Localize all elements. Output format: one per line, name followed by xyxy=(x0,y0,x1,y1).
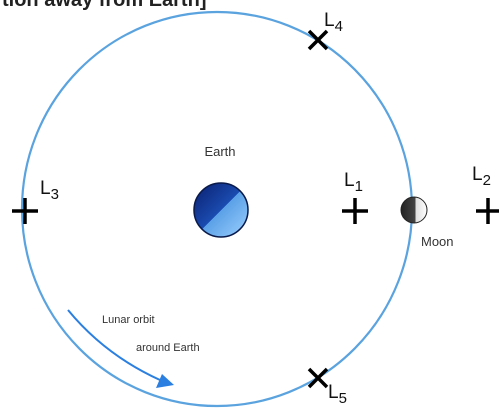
l1-marker xyxy=(342,198,368,224)
moon-label: Moon xyxy=(421,234,454,249)
arrowhead xyxy=(156,374,174,388)
l5-label: L5 xyxy=(328,382,347,407)
l3-marker xyxy=(12,198,38,224)
l2-label: L2 xyxy=(472,164,491,189)
orbit-label-line2: around Earth xyxy=(136,342,200,354)
l1-label: L1 xyxy=(344,170,363,195)
header-text: tion away from Earth] xyxy=(2,0,206,11)
subscript: 2 xyxy=(483,172,491,189)
l4-marker xyxy=(309,31,327,49)
label: L xyxy=(344,170,355,191)
label: L xyxy=(324,10,335,31)
label: L xyxy=(40,178,51,199)
label: L xyxy=(328,382,339,403)
earth-label: Earth xyxy=(204,144,235,159)
subscript: 4 xyxy=(335,18,343,35)
label: L xyxy=(472,164,483,185)
earth xyxy=(194,183,248,237)
l2-marker xyxy=(476,198,499,224)
l5-marker xyxy=(309,369,327,387)
subscript: 3 xyxy=(51,186,59,203)
orbit-label-line1: Lunar orbit xyxy=(102,314,155,326)
moon xyxy=(401,197,427,223)
subscript: 1 xyxy=(355,178,363,195)
diagram: tion away from Earth] Earth Moon L4 L5 L… xyxy=(0,0,499,409)
subscript: 5 xyxy=(339,390,347,407)
l3-label: L3 xyxy=(40,178,59,203)
